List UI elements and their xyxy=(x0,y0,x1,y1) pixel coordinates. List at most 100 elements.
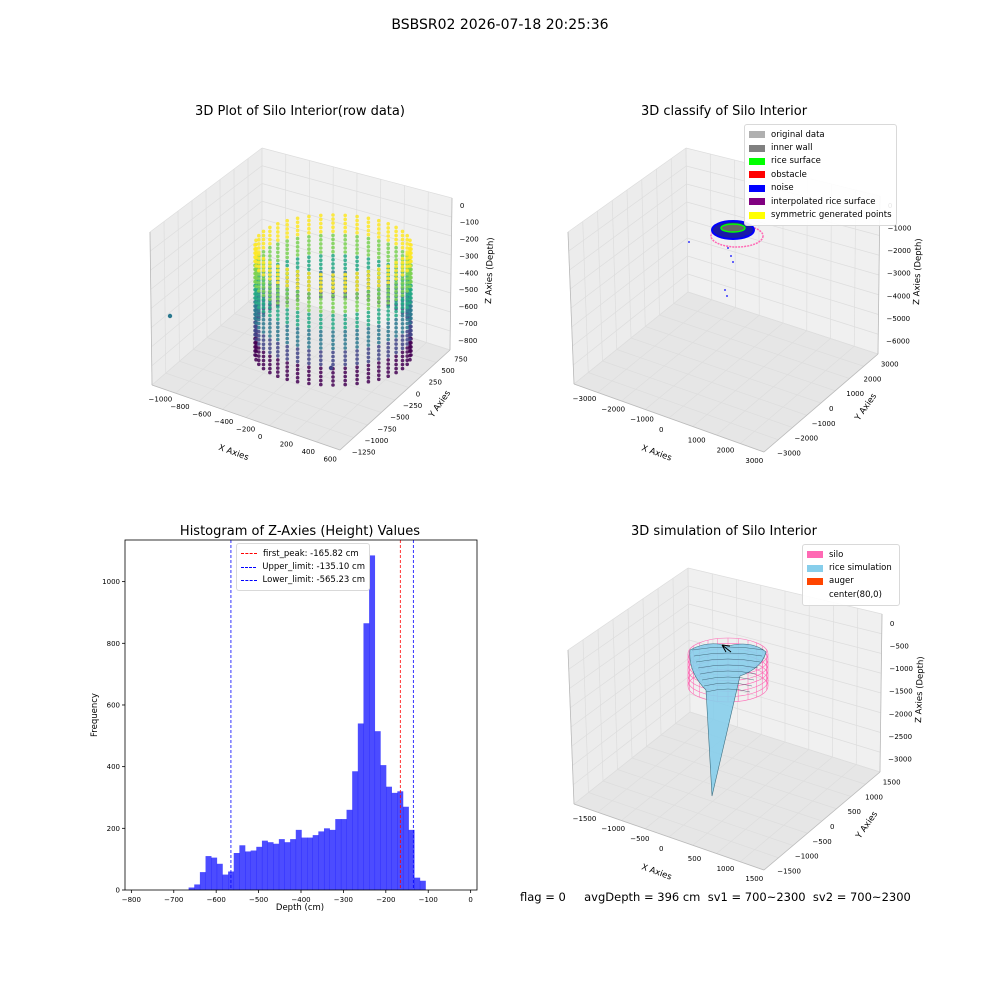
point xyxy=(307,222,311,227)
point xyxy=(319,250,323,254)
point xyxy=(386,301,391,305)
point xyxy=(261,322,266,326)
point xyxy=(257,334,261,338)
point xyxy=(355,284,359,288)
point xyxy=(343,272,348,277)
point xyxy=(268,237,272,242)
point xyxy=(268,366,272,371)
histogram-bar xyxy=(386,786,392,890)
point xyxy=(400,273,405,277)
point xyxy=(319,382,323,387)
legend-label: inner wall xyxy=(771,143,813,154)
point xyxy=(257,252,261,257)
point xyxy=(366,363,371,368)
histogram-bar xyxy=(284,842,291,890)
point xyxy=(377,263,381,268)
point xyxy=(343,250,348,254)
z-tick-label: −3000 xyxy=(887,270,911,278)
point xyxy=(319,329,323,334)
point xyxy=(268,285,272,289)
point xyxy=(268,362,272,367)
y-tick-label: 400 xyxy=(107,763,120,771)
point xyxy=(268,334,272,338)
grid-line xyxy=(602,780,794,846)
point xyxy=(285,328,290,333)
x-tick-label: 200 xyxy=(280,441,293,449)
point xyxy=(331,322,335,326)
z-tick-label: −2000 xyxy=(889,710,913,718)
point xyxy=(307,259,311,264)
point xyxy=(307,312,311,317)
legend-swatch xyxy=(807,591,823,598)
axis-edge xyxy=(149,231,153,386)
point xyxy=(355,263,359,268)
noise-point xyxy=(726,295,728,297)
point xyxy=(366,240,371,245)
histogram-bar xyxy=(233,853,240,890)
grid-line xyxy=(569,183,687,271)
point xyxy=(307,292,311,296)
grid-line xyxy=(269,327,380,426)
point xyxy=(295,322,300,327)
point xyxy=(261,309,266,314)
point xyxy=(254,300,258,305)
point xyxy=(343,238,348,242)
z-tick-label: −200 xyxy=(459,236,478,244)
x-tick-label: 400 xyxy=(302,448,315,456)
x-tick-label: −200 xyxy=(376,896,395,904)
y-tick-label: −1000 xyxy=(812,420,836,428)
point xyxy=(366,298,371,303)
point xyxy=(394,293,398,298)
point xyxy=(295,298,300,303)
point xyxy=(261,250,266,254)
point xyxy=(386,317,391,322)
point xyxy=(276,317,280,322)
point xyxy=(386,374,391,379)
floor-pane xyxy=(574,292,878,452)
point xyxy=(268,225,272,230)
point xyxy=(366,327,371,331)
point xyxy=(408,304,412,309)
point xyxy=(257,289,261,293)
grid-line xyxy=(261,183,452,237)
point xyxy=(257,346,261,350)
point xyxy=(261,256,266,261)
point xyxy=(355,353,359,357)
point xyxy=(285,287,290,292)
point xyxy=(377,251,381,256)
point xyxy=(355,304,359,308)
point xyxy=(285,218,290,223)
point xyxy=(331,289,335,294)
y-tick-label: −1000 xyxy=(365,437,389,445)
point xyxy=(254,349,258,354)
point xyxy=(285,267,290,272)
point xyxy=(331,350,335,355)
point xyxy=(307,226,311,231)
point xyxy=(386,313,391,317)
x-tick-label: 3000 xyxy=(745,457,763,465)
point xyxy=(276,254,280,259)
point xyxy=(408,325,412,329)
point xyxy=(343,262,348,267)
point xyxy=(254,309,258,313)
point xyxy=(343,358,348,363)
point xyxy=(408,280,412,285)
point xyxy=(254,238,258,243)
point xyxy=(343,301,348,305)
y-tick-label: 750 xyxy=(454,355,467,363)
point xyxy=(261,260,266,265)
point xyxy=(328,365,334,371)
point xyxy=(307,328,311,333)
point xyxy=(261,358,266,363)
point xyxy=(254,304,258,309)
point xyxy=(331,358,335,363)
point xyxy=(331,318,335,322)
rice-mesh-line xyxy=(703,682,753,687)
grid-line xyxy=(570,639,690,728)
point xyxy=(386,366,391,370)
point xyxy=(405,264,410,269)
legend-swatch xyxy=(749,157,765,165)
point xyxy=(331,273,335,277)
point xyxy=(377,231,381,235)
